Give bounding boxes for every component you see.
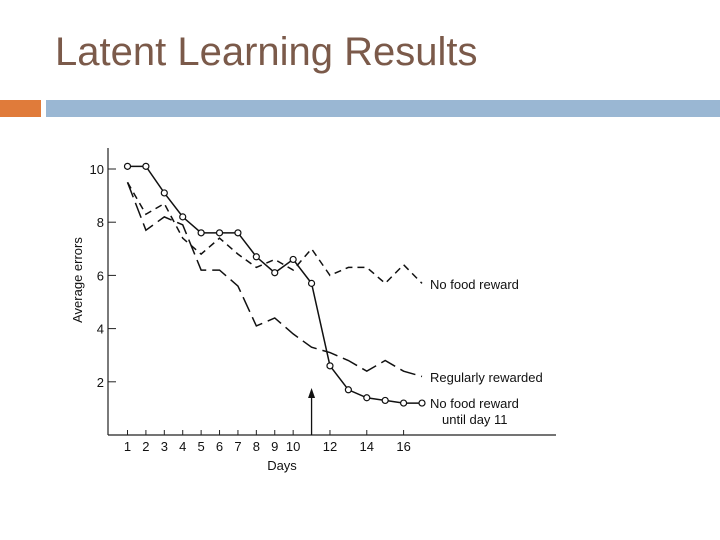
x-axis-label: Days: [267, 458, 297, 473]
series-label-3: No food reward: [430, 396, 519, 411]
data-point: [344, 386, 352, 394]
title-accent-bar: [0, 100, 41, 117]
x-tick-label: 9: [271, 439, 278, 454]
x-tick-label: 4: [179, 439, 186, 454]
x-tick-label: 2: [142, 439, 149, 454]
data-point: [197, 229, 205, 237]
y-tick-label: 4: [97, 322, 104, 337]
x-tick-label: 10: [286, 439, 300, 454]
x-tick-label: 8: [253, 439, 260, 454]
x-tick-label: 1: [124, 439, 131, 454]
data-point: [215, 229, 224, 237]
data-point: [179, 213, 187, 221]
data-point: [234, 229, 242, 237]
x-tick-label: 3: [161, 439, 168, 454]
data-point: [252, 253, 260, 261]
series-line-1: [126, 181, 423, 285]
series-label-1: No food reward: [430, 277, 519, 292]
data-point: [271, 269, 279, 277]
slide-title: Latent Learning Results: [55, 30, 478, 74]
series-line-2: [126, 182, 423, 378]
x-tick-label: 7: [234, 439, 241, 454]
data-point: [289, 255, 297, 264]
y-tick-label: 6: [97, 268, 104, 283]
data-point: [363, 394, 371, 402]
y-tick-label: 8: [97, 215, 104, 230]
y-tick-label: 2: [97, 375, 104, 390]
series-label-3: until day 11: [442, 412, 508, 427]
series-line-3: [127, 165, 422, 404]
y-axis-label: Average errors: [70, 237, 85, 323]
title-divider-bar: [46, 100, 720, 117]
data-point: [307, 279, 316, 287]
data-point: [123, 162, 132, 170]
series-label-2: Regularly rewarded: [430, 370, 543, 385]
x-tick-label: 5: [198, 439, 205, 454]
data-point: [418, 399, 426, 407]
day-11-arrowhead: [308, 388, 316, 398]
data-point: [160, 189, 168, 197]
data-point: [326, 362, 334, 370]
data-point: [399, 399, 408, 407]
y-tick-label: 10: [90, 162, 104, 177]
x-tick-label: 6: [216, 439, 223, 454]
x-tick-label: 14: [360, 439, 374, 454]
data-point: [142, 162, 150, 170]
x-tick-label: 16: [396, 439, 410, 454]
data-point: [381, 396, 389, 405]
x-tick-label: 12: [323, 439, 337, 454]
